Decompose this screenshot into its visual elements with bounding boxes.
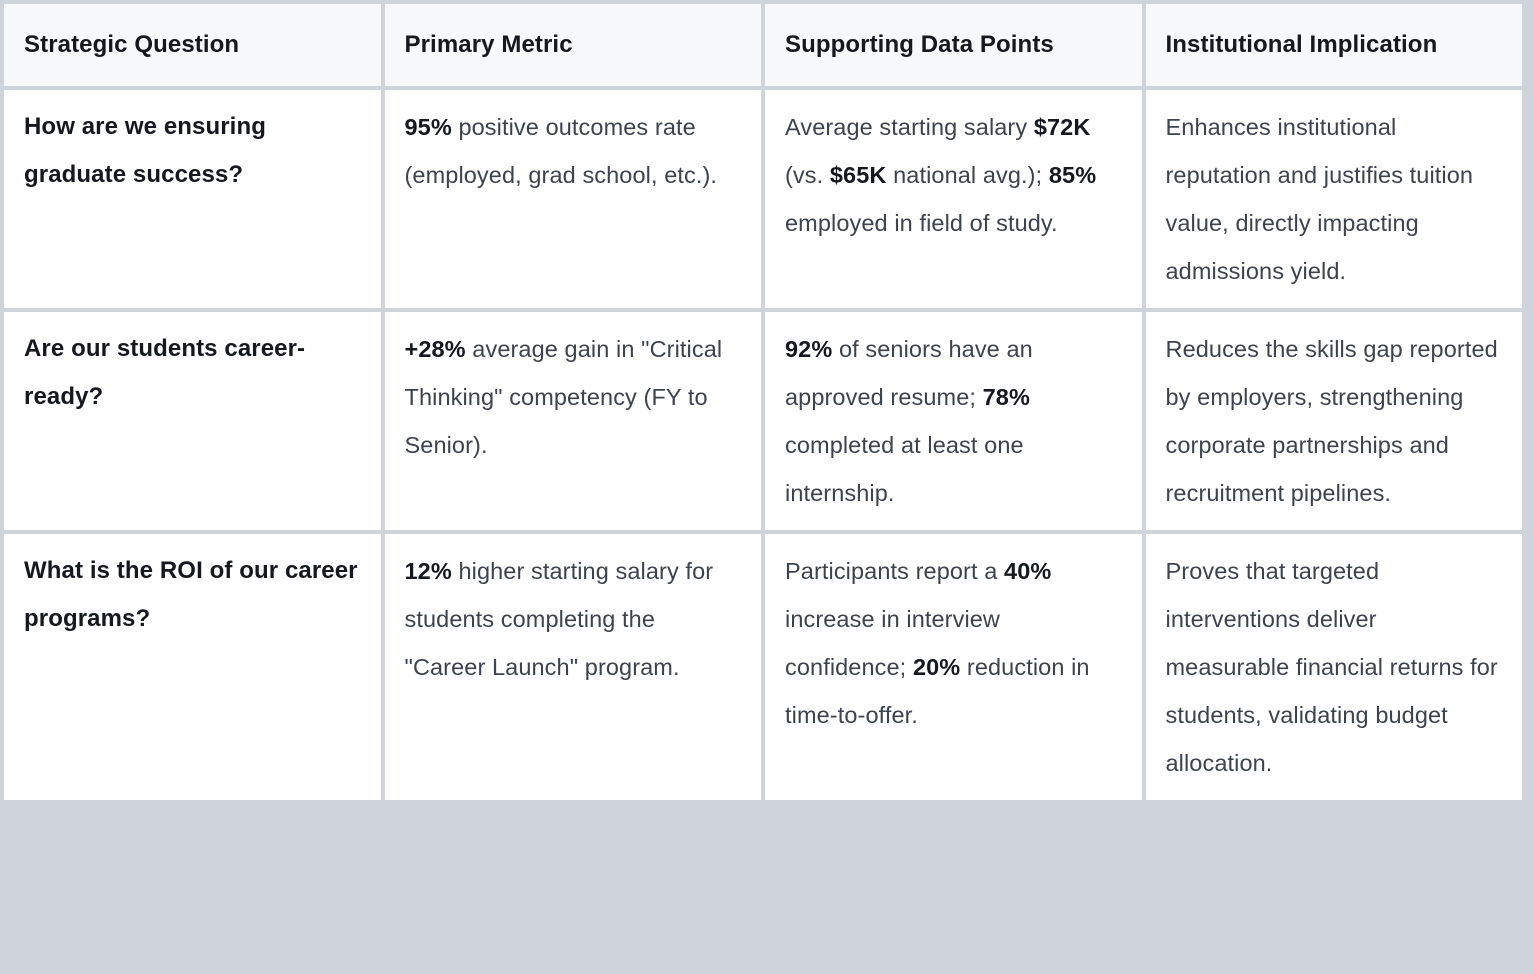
cell-question: How are we ensuring graduate success? [4,90,381,308]
header-strategic-question: Strategic Question [4,4,381,86]
strategy-metrics-table: Strategic Question Primary Metric Suppor… [4,4,1522,800]
table-body: How are we ensuring graduate success? 95… [4,90,1522,800]
table-row-program-roi: What is the ROI of our career programs? … [4,534,1522,800]
table-row-graduate-success: How are we ensuring graduate success? 95… [4,90,1522,308]
cell-supporting-data: Participants report a 40% increase in in… [765,534,1142,800]
cell-implication: Proves that targeted interventions deliv… [1145,534,1522,800]
header-institutional-implication: Institutional Implication [1145,4,1522,86]
table-header: Strategic Question Primary Metric Suppor… [4,4,1522,86]
cell-implication: Reduces the skills gap reported by emplo… [1145,312,1522,530]
cell-question: What is the ROI of our career programs? [4,534,381,800]
cell-primary-metric: 12% higher starting salary for students … [384,534,761,800]
cell-question: Are our students career-ready? [4,312,381,530]
header-row: Strategic Question Primary Metric Suppor… [4,4,1522,86]
cell-supporting-data: Average starting salary $72K (vs. $65K n… [765,90,1142,308]
header-primary-metric: Primary Metric [384,4,761,86]
cell-primary-metric: 95% positive outcomes rate (employed, gr… [384,90,761,308]
cell-implication: Enhances institutional reputation and ju… [1145,90,1522,308]
table-row-career-ready: Are our students career-ready? +28% aver… [4,312,1522,530]
header-supporting-data-points: Supporting Data Points [765,4,1142,86]
cell-primary-metric: +28% average gain in "Critical Thinking"… [384,312,761,530]
cell-supporting-data: 92% of seniors have an approved resume; … [765,312,1142,530]
